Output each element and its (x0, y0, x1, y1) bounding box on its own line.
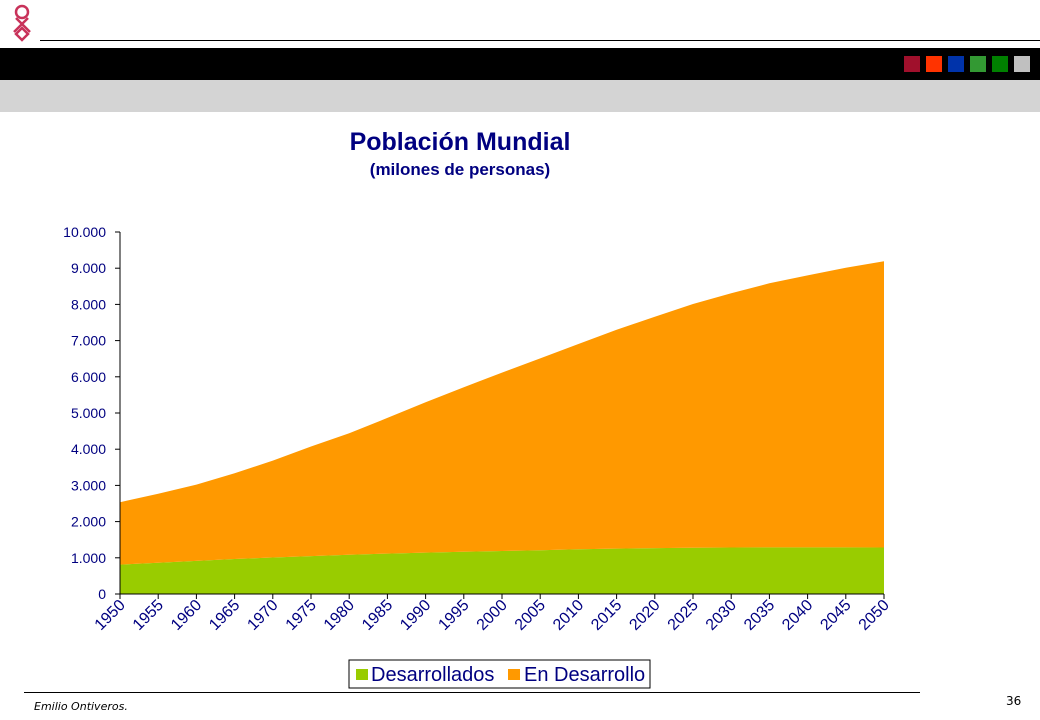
y-tick-label: 0 (98, 586, 106, 602)
legend-swatch (356, 669, 368, 680)
x-tick-label: 1995 (435, 597, 472, 634)
y-tick-label: 2.000 (71, 514, 106, 530)
y-tick-label: 10.000 (63, 224, 106, 240)
legend-swatch (508, 669, 520, 680)
x-tick-label: 2010 (550, 597, 587, 634)
color-square (970, 56, 986, 72)
x-tick-label: 2020 (626, 597, 663, 634)
x-tick-label: 1975 (283, 597, 320, 634)
x-tick-label: 2005 (512, 597, 549, 634)
x-tick-label: 1980 (321, 597, 358, 634)
x-tick-label: 2000 (474, 597, 511, 634)
x-tick-label: 2050 (856, 597, 893, 634)
y-tick-label: 5.000 (71, 405, 106, 421)
legend-label: En Desarrollo (524, 664, 645, 686)
x-tick-label: 1990 (397, 597, 434, 634)
x-tick-label: 1985 (359, 597, 396, 634)
y-tick-label: 9.000 (71, 260, 106, 276)
x-tick-label: 1970 (244, 597, 281, 634)
page-number: 36 (1006, 694, 1022, 708)
color-square (1014, 56, 1030, 72)
chart-subtitle: (milones de personas) (369, 160, 551, 179)
header-rule (40, 40, 1040, 41)
y-tick-label: 6.000 (71, 369, 106, 385)
x-tick-label: 2045 (817, 597, 854, 634)
x-tick-label: 2035 (741, 597, 778, 634)
y-tick-label: 4.000 (71, 441, 106, 457)
ribbon-logo-icon (13, 4, 31, 42)
header-band (0, 48, 1040, 80)
color-square (926, 56, 942, 72)
y-tick-label: 1.000 (71, 550, 106, 566)
area-desarrollados (120, 547, 884, 594)
y-tick-label: 7.000 (71, 333, 106, 349)
subheader-band (0, 80, 1040, 112)
legend (348, 659, 651, 689)
area-en-desarrollo (120, 261, 884, 565)
color-squares (904, 56, 1030, 72)
x-tick-label: 1965 (206, 597, 243, 634)
x-tick-label: 2025 (665, 597, 702, 634)
chart-title: Población Mundial (349, 128, 571, 156)
author-name: Emilio Ontiveros. (34, 700, 128, 713)
x-tick-label: 1950 (92, 597, 129, 634)
footer-rule (24, 692, 920, 693)
x-tick-label: 2040 (779, 597, 816, 634)
color-square (948, 56, 964, 72)
x-tick-label: 2030 (703, 597, 740, 634)
color-square (992, 56, 1008, 72)
y-tick-label: 8.000 (71, 296, 106, 312)
x-tick-label: 1960 (168, 597, 205, 634)
x-tick-label: 1955 (130, 597, 167, 634)
legend-label: Desarrollados (371, 664, 494, 686)
color-square (904, 56, 920, 72)
x-tick-label: 2015 (588, 597, 625, 634)
y-tick-label: 3.000 (71, 477, 106, 493)
